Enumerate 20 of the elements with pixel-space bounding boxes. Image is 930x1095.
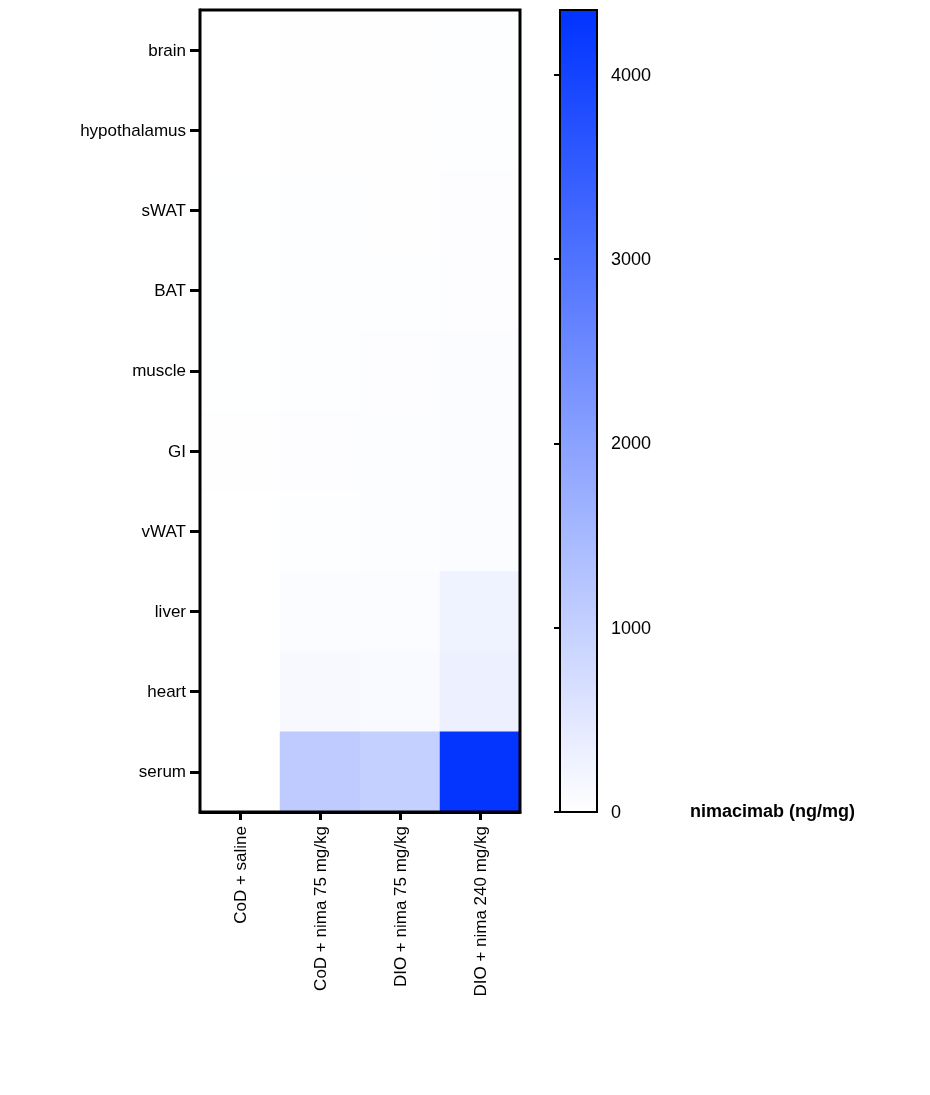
x-tick-label: DIO + nima 75 mg/kg <box>390 826 410 988</box>
color-bar-label: 2000 <box>611 433 652 454</box>
y-tick-label: vWAT <box>141 521 186 541</box>
color-bar-title: nimacimab (ng/mg) <box>690 801 856 821</box>
color-bar-label: 3000 <box>611 248 652 269</box>
y-tick-label: GI <box>168 441 186 461</box>
y-tick-label: hypothalamus <box>80 120 186 140</box>
y-tick-label: serum <box>138 762 186 782</box>
y-tick-label: heart <box>147 682 187 702</box>
y-tick-label: muscle <box>132 361 186 381</box>
y-tick-label: brain <box>148 40 186 60</box>
y-tick-label: BAT <box>154 281 186 301</box>
x-tick-label: DIO + nima 240 mg/kg <box>470 826 490 997</box>
y-tick-label: liver <box>154 602 187 621</box>
color-bar-label: 1000 <box>611 617 652 638</box>
x-tick-label: CoD + saline <box>230 826 250 924</box>
color-bar-label: 4000 <box>611 64 652 85</box>
color-bar-label: 0 <box>611 802 622 822</box>
y-tick-label: sWAT <box>141 201 186 220</box>
x-tick-label: CoD + nima 75 mg/kg <box>310 826 330 991</box>
